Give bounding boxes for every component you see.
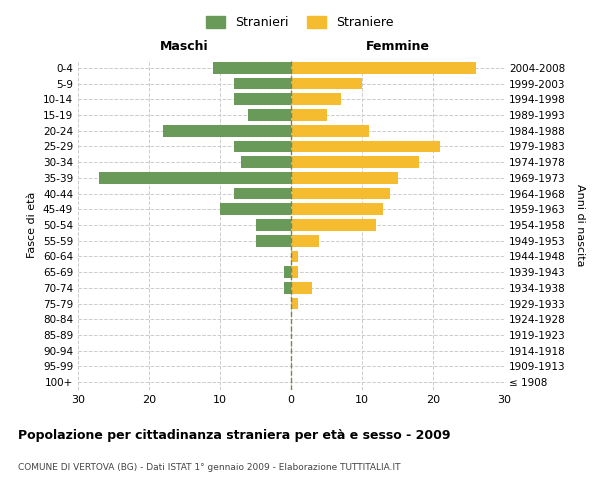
Bar — [291, 235, 319, 246]
Bar — [291, 125, 369, 136]
Text: Popolazione per cittadinanza straniera per età e sesso - 2009: Popolazione per cittadinanza straniera p… — [18, 430, 451, 442]
Bar — [284, 282, 291, 294]
Text: COMUNE DI VERTOVA (BG) - Dati ISTAT 1° gennaio 2009 - Elaborazione TUTTITALIA.IT: COMUNE DI VERTOVA (BG) - Dati ISTAT 1° g… — [18, 464, 401, 472]
Bar — [291, 109, 326, 121]
Bar — [163, 125, 291, 136]
Bar — [291, 250, 298, 262]
Bar — [291, 172, 398, 184]
Y-axis label: Anni di nascita: Anni di nascita — [575, 184, 585, 266]
Bar — [291, 94, 341, 105]
Bar — [99, 172, 291, 184]
Bar — [256, 235, 291, 246]
Bar — [234, 140, 291, 152]
Bar — [234, 78, 291, 90]
Bar — [291, 298, 298, 310]
Bar — [291, 78, 362, 90]
Bar — [284, 266, 291, 278]
Bar — [291, 266, 298, 278]
Bar — [256, 219, 291, 231]
Bar — [291, 219, 376, 231]
Text: Femmine: Femmine — [365, 40, 430, 54]
Bar — [248, 109, 291, 121]
Bar — [291, 140, 440, 152]
Bar — [234, 94, 291, 105]
Y-axis label: Fasce di età: Fasce di età — [28, 192, 37, 258]
Bar — [291, 188, 391, 200]
Bar — [291, 62, 476, 74]
Bar — [234, 188, 291, 200]
Text: Maschi: Maschi — [160, 40, 209, 54]
Bar — [241, 156, 291, 168]
Bar — [291, 156, 419, 168]
Bar — [213, 62, 291, 74]
Bar — [291, 282, 313, 294]
Bar — [291, 204, 383, 215]
Legend: Stranieri, Straniere: Stranieri, Straniere — [202, 11, 398, 34]
Bar — [220, 204, 291, 215]
